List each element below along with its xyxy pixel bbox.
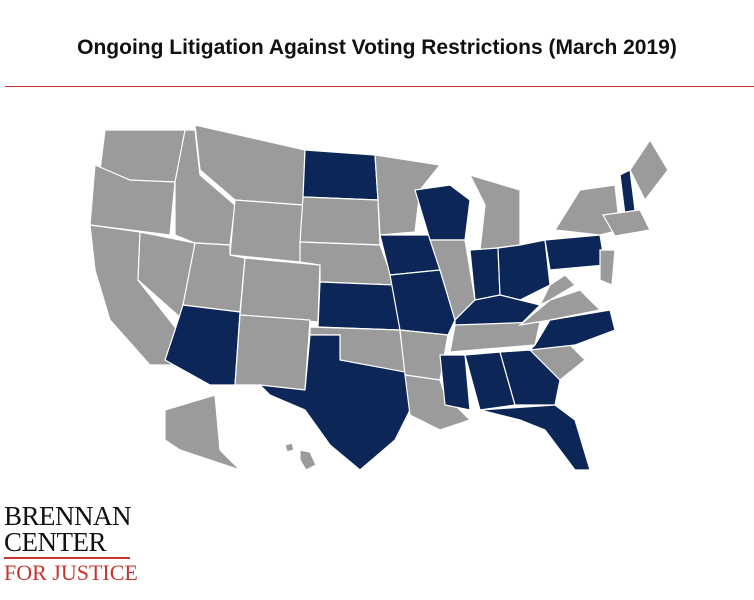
logo-line: BRENNAN xyxy=(4,501,132,531)
state xyxy=(239,257,321,323)
state xyxy=(299,449,317,471)
state xyxy=(89,164,176,236)
state xyxy=(553,184,621,236)
state xyxy=(164,394,241,471)
state xyxy=(414,184,471,241)
state xyxy=(599,249,616,286)
state xyxy=(544,234,606,271)
state xyxy=(284,442,295,453)
state xyxy=(468,174,521,251)
state xyxy=(234,314,311,391)
state xyxy=(469,247,501,301)
state xyxy=(164,304,241,386)
state xyxy=(602,209,651,237)
state xyxy=(317,281,401,331)
map-title: Ongoing Litigation Against Voting Restri… xyxy=(77,36,677,59)
state xyxy=(258,334,411,471)
state xyxy=(629,138,669,202)
state xyxy=(302,149,379,201)
state xyxy=(517,289,602,326)
state xyxy=(439,354,471,411)
logo: BRENNAN CENTER FOR JUSTICE xyxy=(4,503,138,584)
state xyxy=(389,269,456,336)
state xyxy=(299,196,381,246)
logo-rule xyxy=(4,557,130,559)
state xyxy=(229,199,304,263)
state xyxy=(449,321,541,353)
state xyxy=(497,239,551,301)
state xyxy=(374,154,442,236)
logo-line: FOR JUSTICE xyxy=(4,560,138,585)
logo-line: CENTER xyxy=(4,527,106,557)
state xyxy=(479,404,591,471)
state xyxy=(538,274,576,307)
state xyxy=(619,169,636,216)
title-rule xyxy=(5,86,754,87)
state xyxy=(499,349,561,406)
state xyxy=(404,374,472,431)
